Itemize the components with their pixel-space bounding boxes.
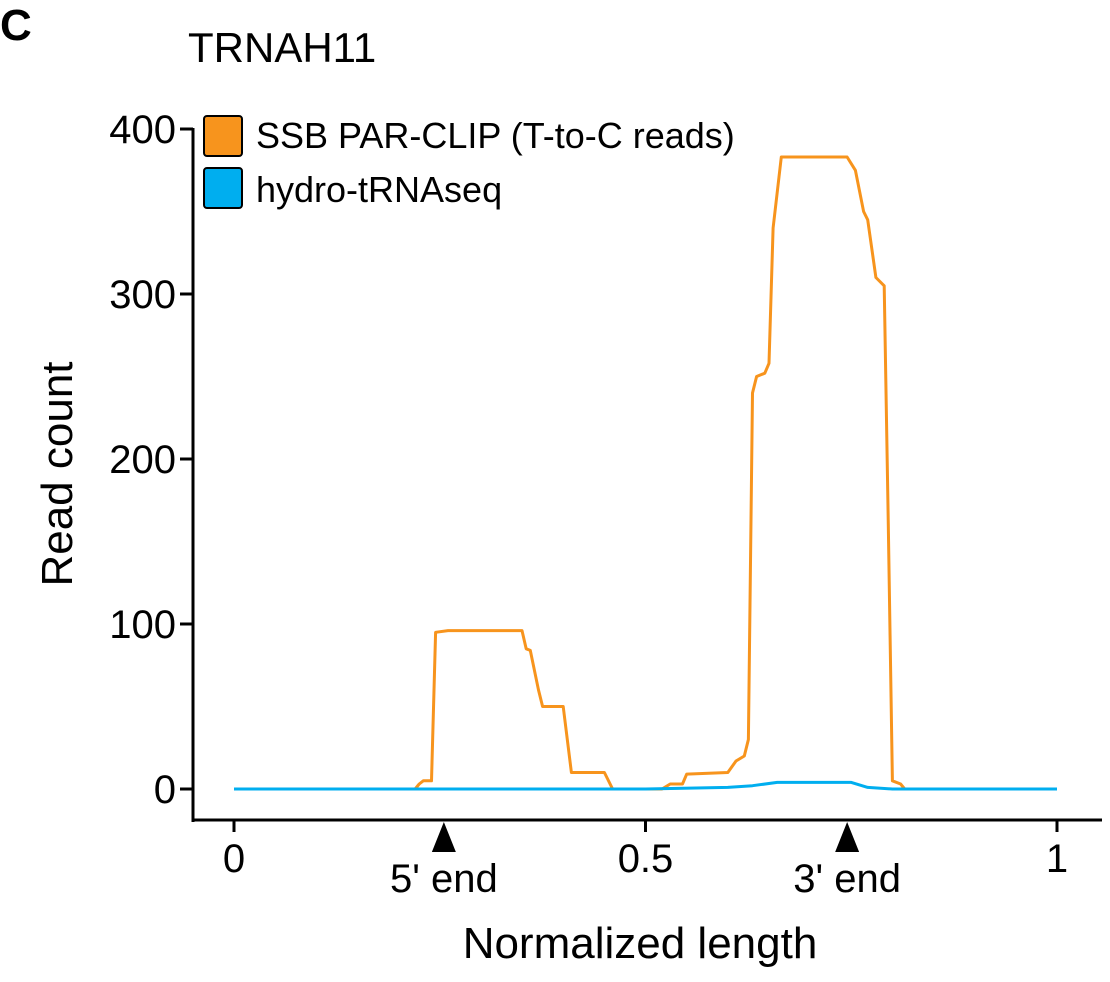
end-marker-triangle	[431, 822, 456, 852]
x-ticks: 0 0.5 1	[223, 820, 1068, 881]
legend: SSB PAR-CLIP (T-to-C reads) hydro-tRNAse…	[203, 115, 735, 210]
end-marker-triangle	[835, 822, 860, 852]
x-tick-label: 0	[223, 837, 245, 881]
x-axis-title: Normalized length	[463, 919, 818, 968]
series-line-hydro-trnaseq	[234, 780, 1057, 791]
y-tick-label: 400	[109, 108, 176, 152]
x-tick-label: 0.5	[618, 837, 674, 881]
y-ticks: 0 100 200 300 400	[109, 108, 193, 812]
end-markers: 5' end 3' end	[390, 822, 901, 901]
legend-swatch-hydro	[203, 167, 243, 209]
legend-label-ssb: SSB PAR-CLIP (T-to-C reads)	[256, 115, 735, 156]
chart-title: TRNAH11	[188, 24, 376, 71]
y-tick-label: 0	[154, 768, 176, 812]
series-line-ssb-par-clip	[413, 155, 906, 791]
y-axis-title: Read count	[33, 361, 82, 586]
plot-lines	[234, 155, 1057, 791]
y-tick-label: 200	[109, 438, 176, 482]
y-tick-label: 100	[109, 603, 176, 647]
legend-label-hydro: hydro-tRNAseq	[256, 169, 502, 210]
y-tick-label: 300	[109, 273, 176, 317]
panel-label: C	[0, 1, 32, 50]
end-marker-label: 5' end	[390, 857, 498, 901]
x-tick-label: 1	[1046, 837, 1068, 881]
end-marker-label: 3' end	[793, 857, 901, 901]
legend-swatch-ssb	[203, 115, 243, 157]
